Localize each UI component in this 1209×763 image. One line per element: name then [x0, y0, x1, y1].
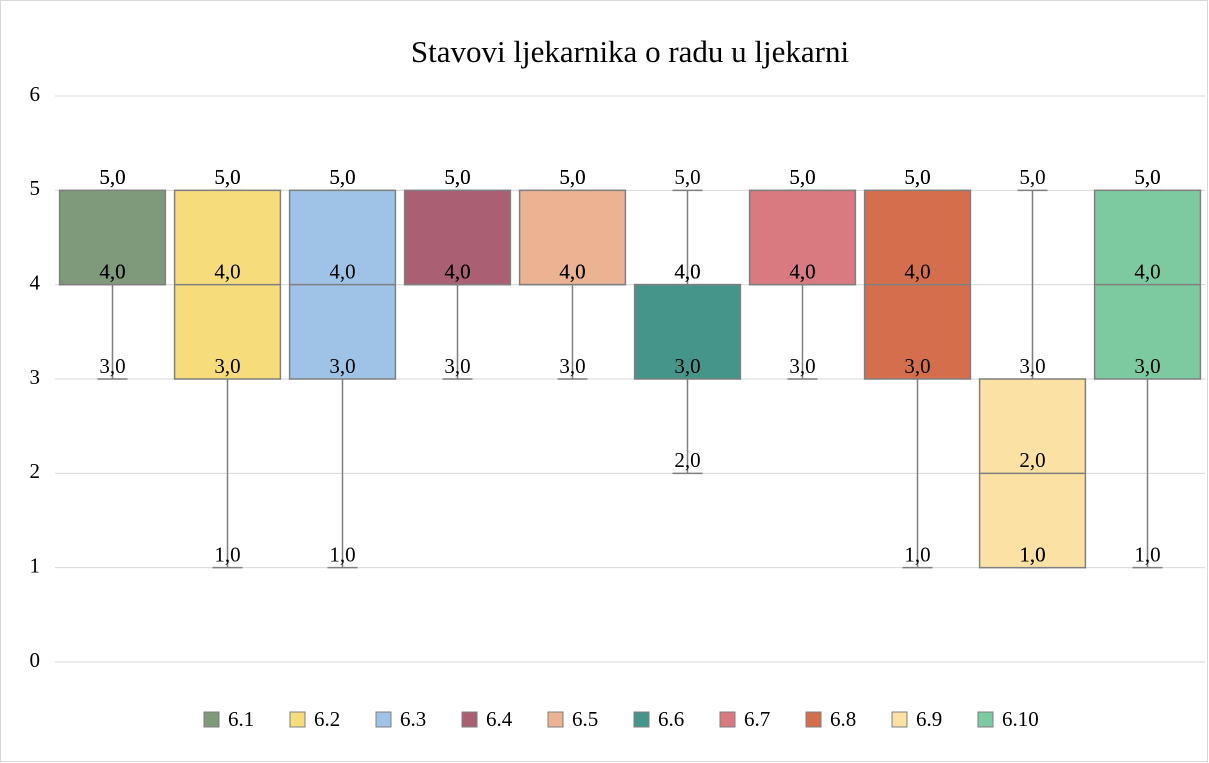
data-label: 5,0 — [1134, 165, 1160, 189]
data-label: 5,0 — [329, 165, 355, 189]
box — [518, 189, 627, 286]
data-label: 3,0 — [559, 354, 585, 378]
data-label: 3,0 — [329, 354, 355, 378]
data-label: 4,0 — [674, 259, 700, 283]
y-tick-label: 0 — [30, 648, 41, 672]
legend-label: 6.4 — [486, 707, 513, 731]
y-tick-label: 3 — [30, 365, 41, 389]
data-label: 4,0 — [789, 259, 815, 283]
data-label: 1,0 — [214, 542, 240, 566]
box — [403, 189, 512, 286]
box — [633, 283, 742, 380]
data-label: 4,0 — [214, 259, 240, 283]
data-label: 1,0 — [329, 542, 355, 566]
data-label: 4,0 — [904, 259, 930, 283]
chart-title: Stavovi ljekarnika o radu u ljekarni — [411, 34, 850, 69]
data-label: 4,0 — [444, 259, 470, 283]
data-label: 3,0 — [674, 354, 700, 378]
data-label: 5,0 — [444, 165, 470, 189]
data-label: 4,0 — [559, 259, 585, 283]
data-label: 5,0 — [1134, 165, 1160, 189]
legend-swatch — [203, 711, 220, 728]
data-label: 1,0 — [1019, 542, 1045, 566]
data-label: 4,0 — [444, 259, 470, 283]
data-label: 4,0 — [674, 259, 700, 283]
legend-swatch — [461, 711, 478, 728]
legend-label: 6.7 — [744, 707, 770, 731]
legend-label: 6.8 — [830, 707, 856, 731]
legend-swatch — [289, 711, 306, 728]
data-label: 1,0 — [904, 542, 930, 566]
legend-label: 6.2 — [314, 707, 340, 731]
y-tick-label: 4 — [30, 270, 41, 294]
legend-label: 6.5 — [572, 707, 598, 731]
data-label: 4,0 — [1134, 259, 1160, 283]
legend-label: 6.9 — [916, 707, 942, 731]
data-label: 3,0 — [444, 354, 470, 378]
legend-swatch — [805, 711, 822, 728]
y-tick-label: 2 — [30, 459, 41, 483]
data-label: 5,0 — [1019, 165, 1045, 189]
data-label: 3,0 — [99, 354, 125, 378]
legend-swatch — [719, 711, 736, 728]
data-label: 5,0 — [329, 165, 355, 189]
data-label: 3,0 — [1134, 354, 1160, 378]
data-label: 5,0 — [559, 165, 585, 189]
data-label: 3,0 — [789, 354, 815, 378]
data-label: 5,0 — [674, 165, 700, 189]
data-label: 4,0 — [559, 259, 585, 283]
data-label: 4,0 — [789, 259, 815, 283]
data-label: 1,0 — [1019, 542, 1045, 566]
y-tick-label: 6 — [30, 82, 41, 106]
data-label: 5,0 — [789, 165, 815, 189]
data-label: 5,0 — [904, 165, 930, 189]
data-label: 2,0 — [674, 448, 700, 472]
y-tick-label: 5 — [30, 176, 41, 200]
legend-label: 6.3 — [400, 707, 426, 731]
data-label: 3,0 — [214, 354, 240, 378]
legend-label: 6.1 — [228, 707, 254, 731]
data-label: 5,0 — [214, 165, 240, 189]
legend-swatch — [547, 711, 564, 728]
legend-label: 6.6 — [658, 707, 684, 731]
data-label: 5,0 — [99, 165, 125, 189]
data-label: 3,0 — [904, 354, 930, 378]
data-label: 4,0 — [99, 259, 125, 283]
legend-swatch — [375, 711, 392, 728]
box — [58, 189, 167, 286]
data-label: 5,0 — [444, 165, 470, 189]
box — [748, 189, 857, 286]
data-label: 4,0 — [99, 259, 125, 283]
data-label: 4,0 — [329, 259, 355, 283]
data-label: 5,0 — [904, 165, 930, 189]
data-label: 3,0 — [1019, 354, 1045, 378]
data-label: 1,0 — [1134, 542, 1160, 566]
legend-swatch — [891, 711, 908, 728]
legend-label: 6.10 — [1002, 707, 1039, 731]
data-label: 5,0 — [214, 165, 240, 189]
legend-swatch — [633, 711, 650, 728]
data-label: 2,0 — [1019, 448, 1045, 472]
data-label: 5,0 — [99, 165, 125, 189]
y-tick-label: 1 — [30, 553, 41, 577]
legend-swatch — [977, 711, 994, 728]
data-label: 5,0 — [789, 165, 815, 189]
data-label: 5,0 — [559, 165, 585, 189]
